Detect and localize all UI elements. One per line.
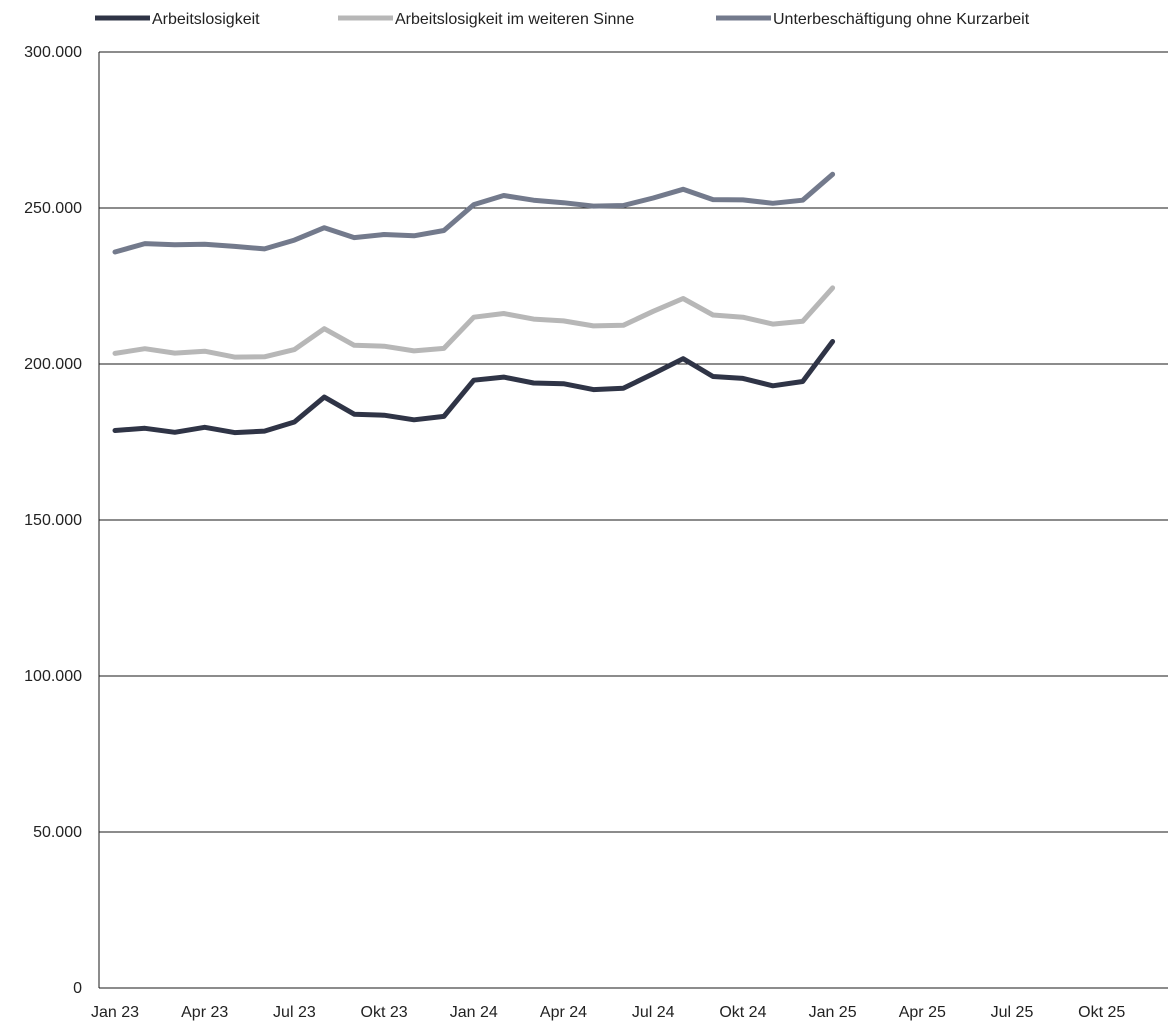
x-tick-label: Okt 23: [361, 1004, 408, 1021]
x-tick-label: Jul 25: [991, 1004, 1034, 1021]
x-tick-label: Okt 24: [719, 1004, 766, 1021]
legend-label: Unterbeschäftigung ohne Kurzarbeit: [773, 11, 1030, 28]
y-tick-label: 150.000: [24, 512, 82, 529]
y-tick-label: 300.000: [24, 44, 82, 61]
series-line-2: [112, 285, 836, 360]
y-tick-label: 100.000: [24, 668, 82, 685]
series-line-1: [112, 339, 836, 436]
x-tick-label: Apr 23: [181, 1004, 228, 1021]
series-line-3: [112, 171, 836, 255]
axes: [98, 52, 1168, 989]
gridlines: [99, 51, 1168, 833]
legend-label: Arbeitslosigkeit im weiteren Sinne: [395, 11, 634, 28]
y-tick-label: 50.000: [33, 824, 82, 841]
legend-label: Arbeitslosigkeit: [152, 11, 260, 28]
x-tick-label: Jan 25: [809, 1004, 857, 1021]
x-tick-label: Okt 25: [1078, 1004, 1125, 1021]
y-axis-tick-labels: 0 50.000 100.000 150.000 200.000 250.000 300.0…: [24, 44, 82, 997]
x-tick-label: Jul 23: [273, 1004, 316, 1021]
x-tick-label: Jul 24: [632, 1004, 675, 1021]
x-tick-label: Jan 23: [91, 1004, 139, 1021]
x-axis-tick-labels: Jan 23 Apr 23 Jul 23 Okt 23 Jan 24 Apr 24 Jul …: [91, 1004, 1125, 1021]
y-tick-label: 250.000: [24, 200, 82, 217]
series-lines: [112, 171, 836, 436]
legend: Arbeitslosigkeit Arbeitslosigkeit im weit…: [95, 11, 1030, 28]
y-tick-label: 200.000: [24, 356, 82, 373]
x-tick-label: Apr 24: [540, 1004, 587, 1021]
x-tick-label: Jan 24: [450, 1004, 498, 1021]
y-tick-label: 0: [73, 980, 82, 997]
x-tick-label: Apr 25: [899, 1004, 946, 1021]
